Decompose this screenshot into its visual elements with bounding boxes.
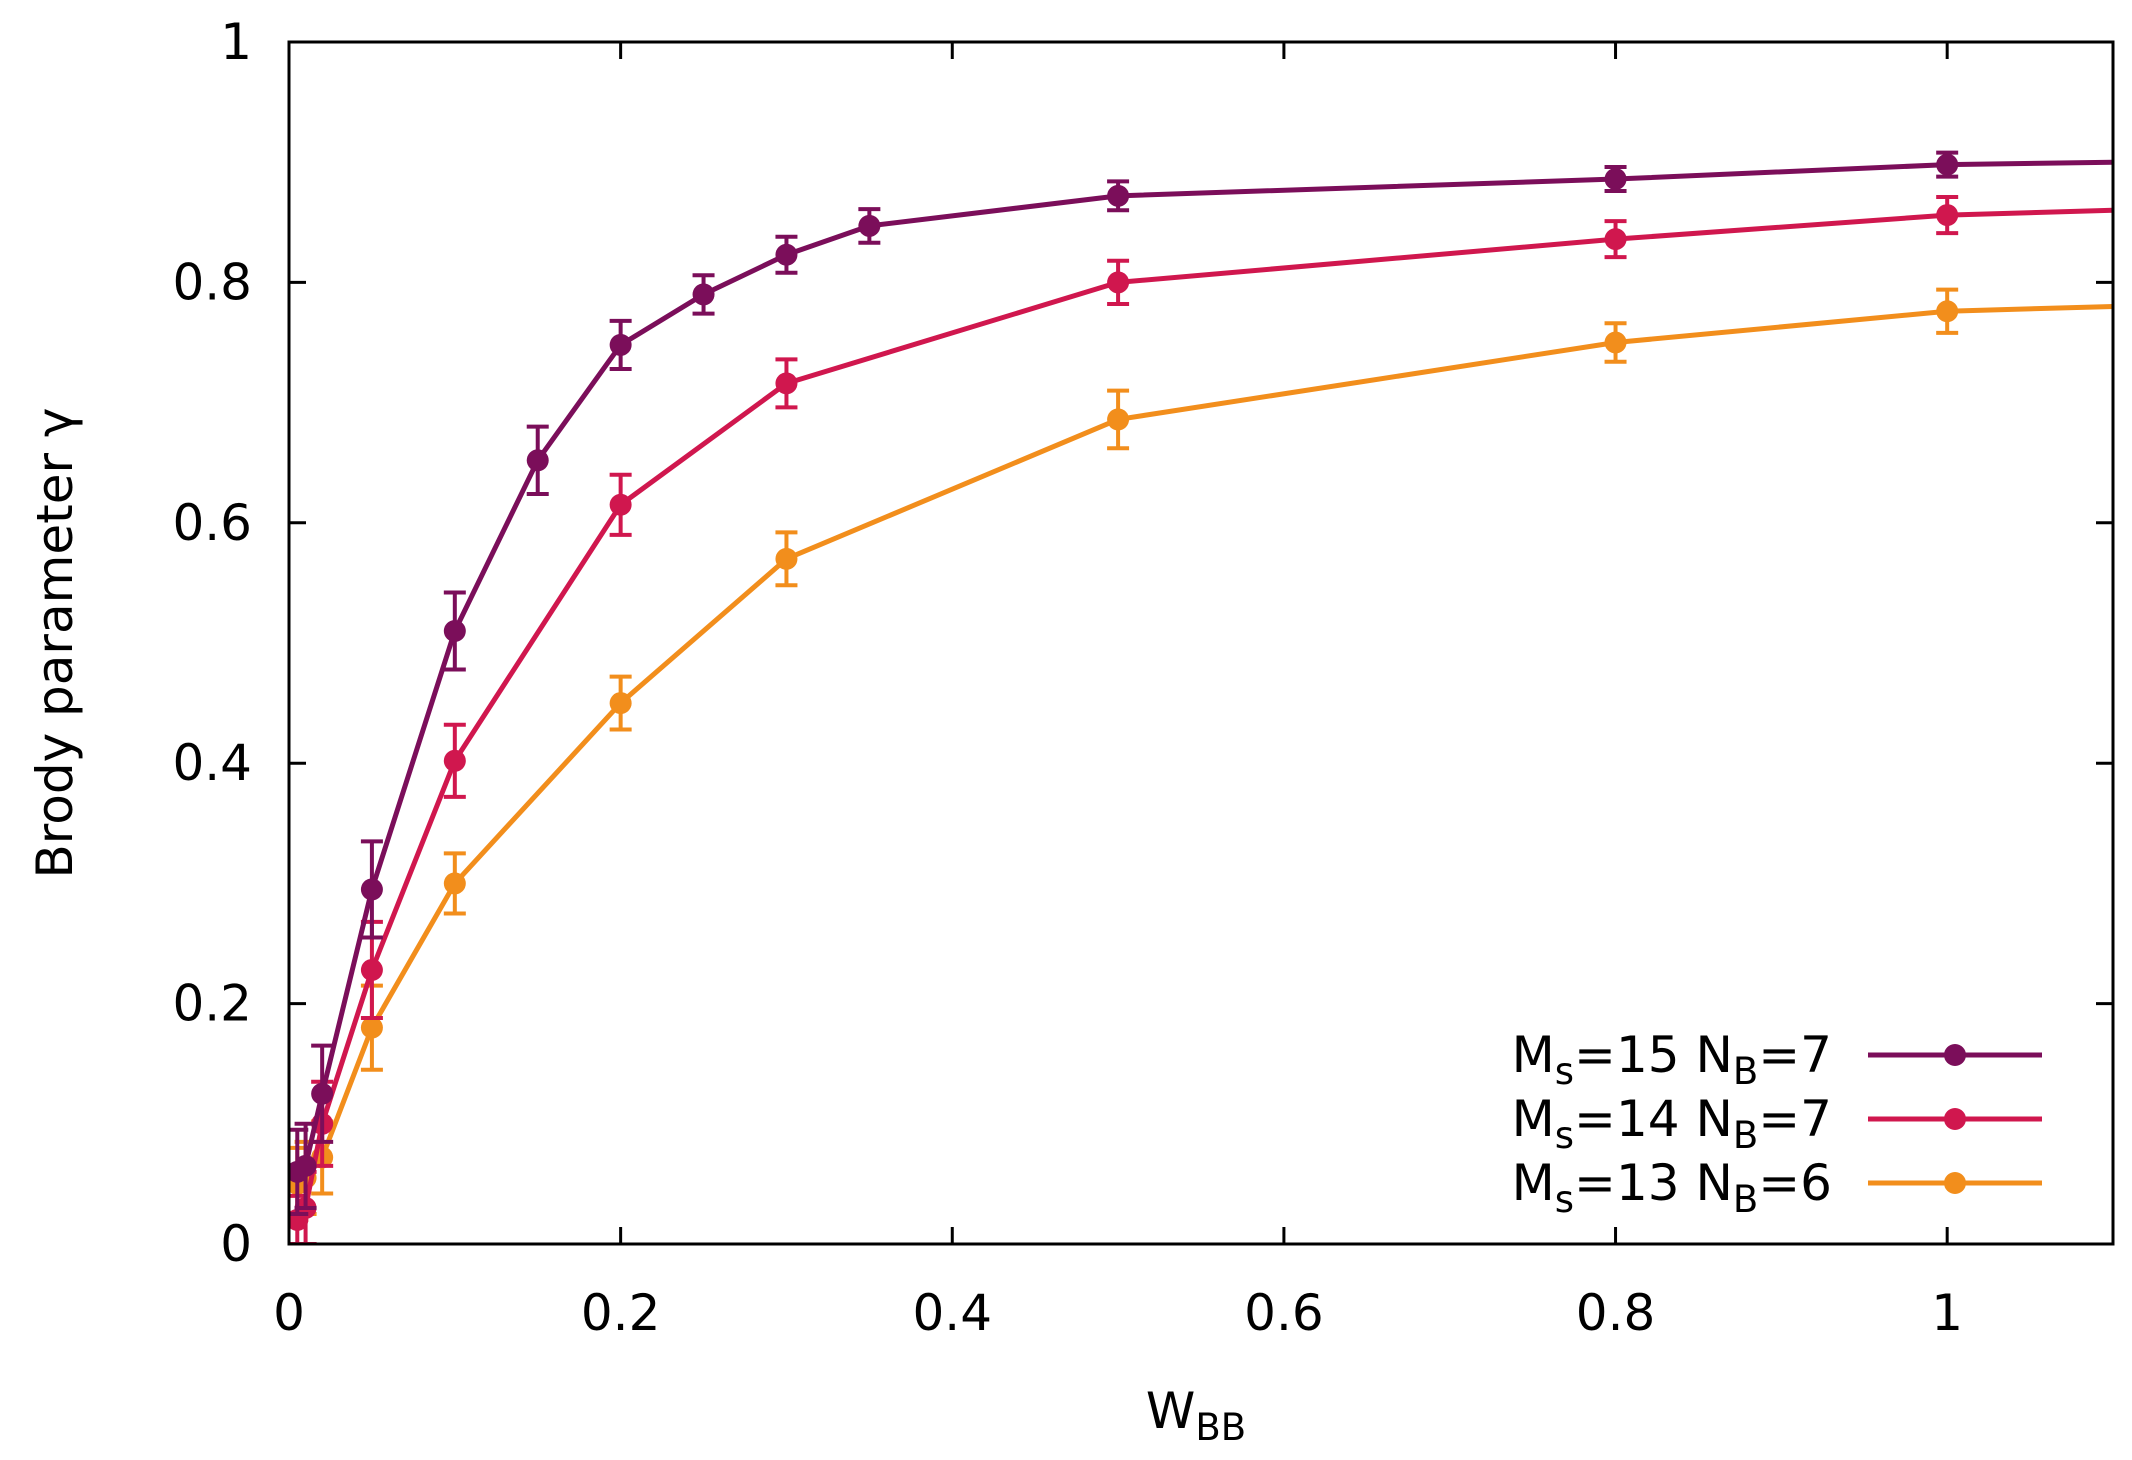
data-point [1107,271,1130,294]
series-line-1 [295,159,2113,1174]
data-point [443,872,466,895]
y-tick-label-4: 0.8 [172,253,252,311]
data-point [1936,153,1959,176]
data-point [294,1154,317,1177]
x-tick-label-5: 1 [1931,1284,1963,1342]
data-point [609,493,632,516]
legend-marker-3 [1944,1172,1966,1194]
data-point [1604,331,1627,354]
legend-label-series-1: Ms=15 NB=7 [1512,1026,1832,1093]
data-point [1604,228,1627,251]
y-tick-label-1: 0.2 [172,975,252,1033]
axis-ticks: 0 0.2 0.4 0.6 0.8 1 0 0.2 0.4 0.6 0.8 1 [172,13,2113,1342]
data-point [775,372,798,395]
data-point [1107,408,1130,431]
data-point [311,1082,334,1105]
data-point [360,1016,383,1039]
series-2 [289,195,2113,1244]
data-point [526,449,549,472]
x-tick-label-1: 0.2 [581,1284,661,1342]
data-point [692,283,715,306]
plot-frame [287,40,2115,1246]
x-tick-label-2: 0.4 [913,1284,993,1342]
legend: Ms=15 NB=7 Ms=14 NB=7 Ms=13 NB=6 [1512,1026,2042,1221]
legend-marker-2 [1944,1108,1966,1130]
legend-marker-1 [1944,1044,1966,1066]
y-tick-label-0: 0 [220,1215,252,1273]
x-axis-label-sub: BB [1195,1406,1246,1449]
y-tick-label-2: 0.4 [172,734,252,792]
data-point [360,958,383,981]
y-tick-label-3: 0.6 [172,494,252,552]
x-axis-label-main: W [1146,1382,1195,1440]
data-point [775,547,798,570]
data-point [858,214,881,237]
data-point [609,692,632,715]
plot-clip-group [289,150,2113,1244]
data-point [1107,184,1130,207]
data-point [1936,204,1959,227]
legend-label-series-3: Ms=13 NB=6 [1512,1154,1832,1221]
y-tick-label-5: 1 [220,13,252,71]
x-tick-label-0: 0 [273,1284,305,1342]
data-point [1604,168,1627,191]
data-point [360,878,383,901]
data-point [443,619,466,642]
data-point [775,243,798,266]
x-axis-label: WBB [1146,1382,1246,1449]
series-1 [289,150,2113,1216]
data-point [609,333,632,356]
x-tick-label-3: 0.6 [1244,1284,1324,1342]
data-point [443,749,466,772]
legend-label-series-2: Ms=14 NB=7 [1512,1090,1832,1157]
y-axis-label: Brody parameter γ [26,407,84,878]
legend-swatches [1868,1044,2042,1194]
plot-area [289,150,2113,1244]
data-point [1936,300,1959,323]
x-tick-label-4: 0.8 [1576,1284,1656,1342]
